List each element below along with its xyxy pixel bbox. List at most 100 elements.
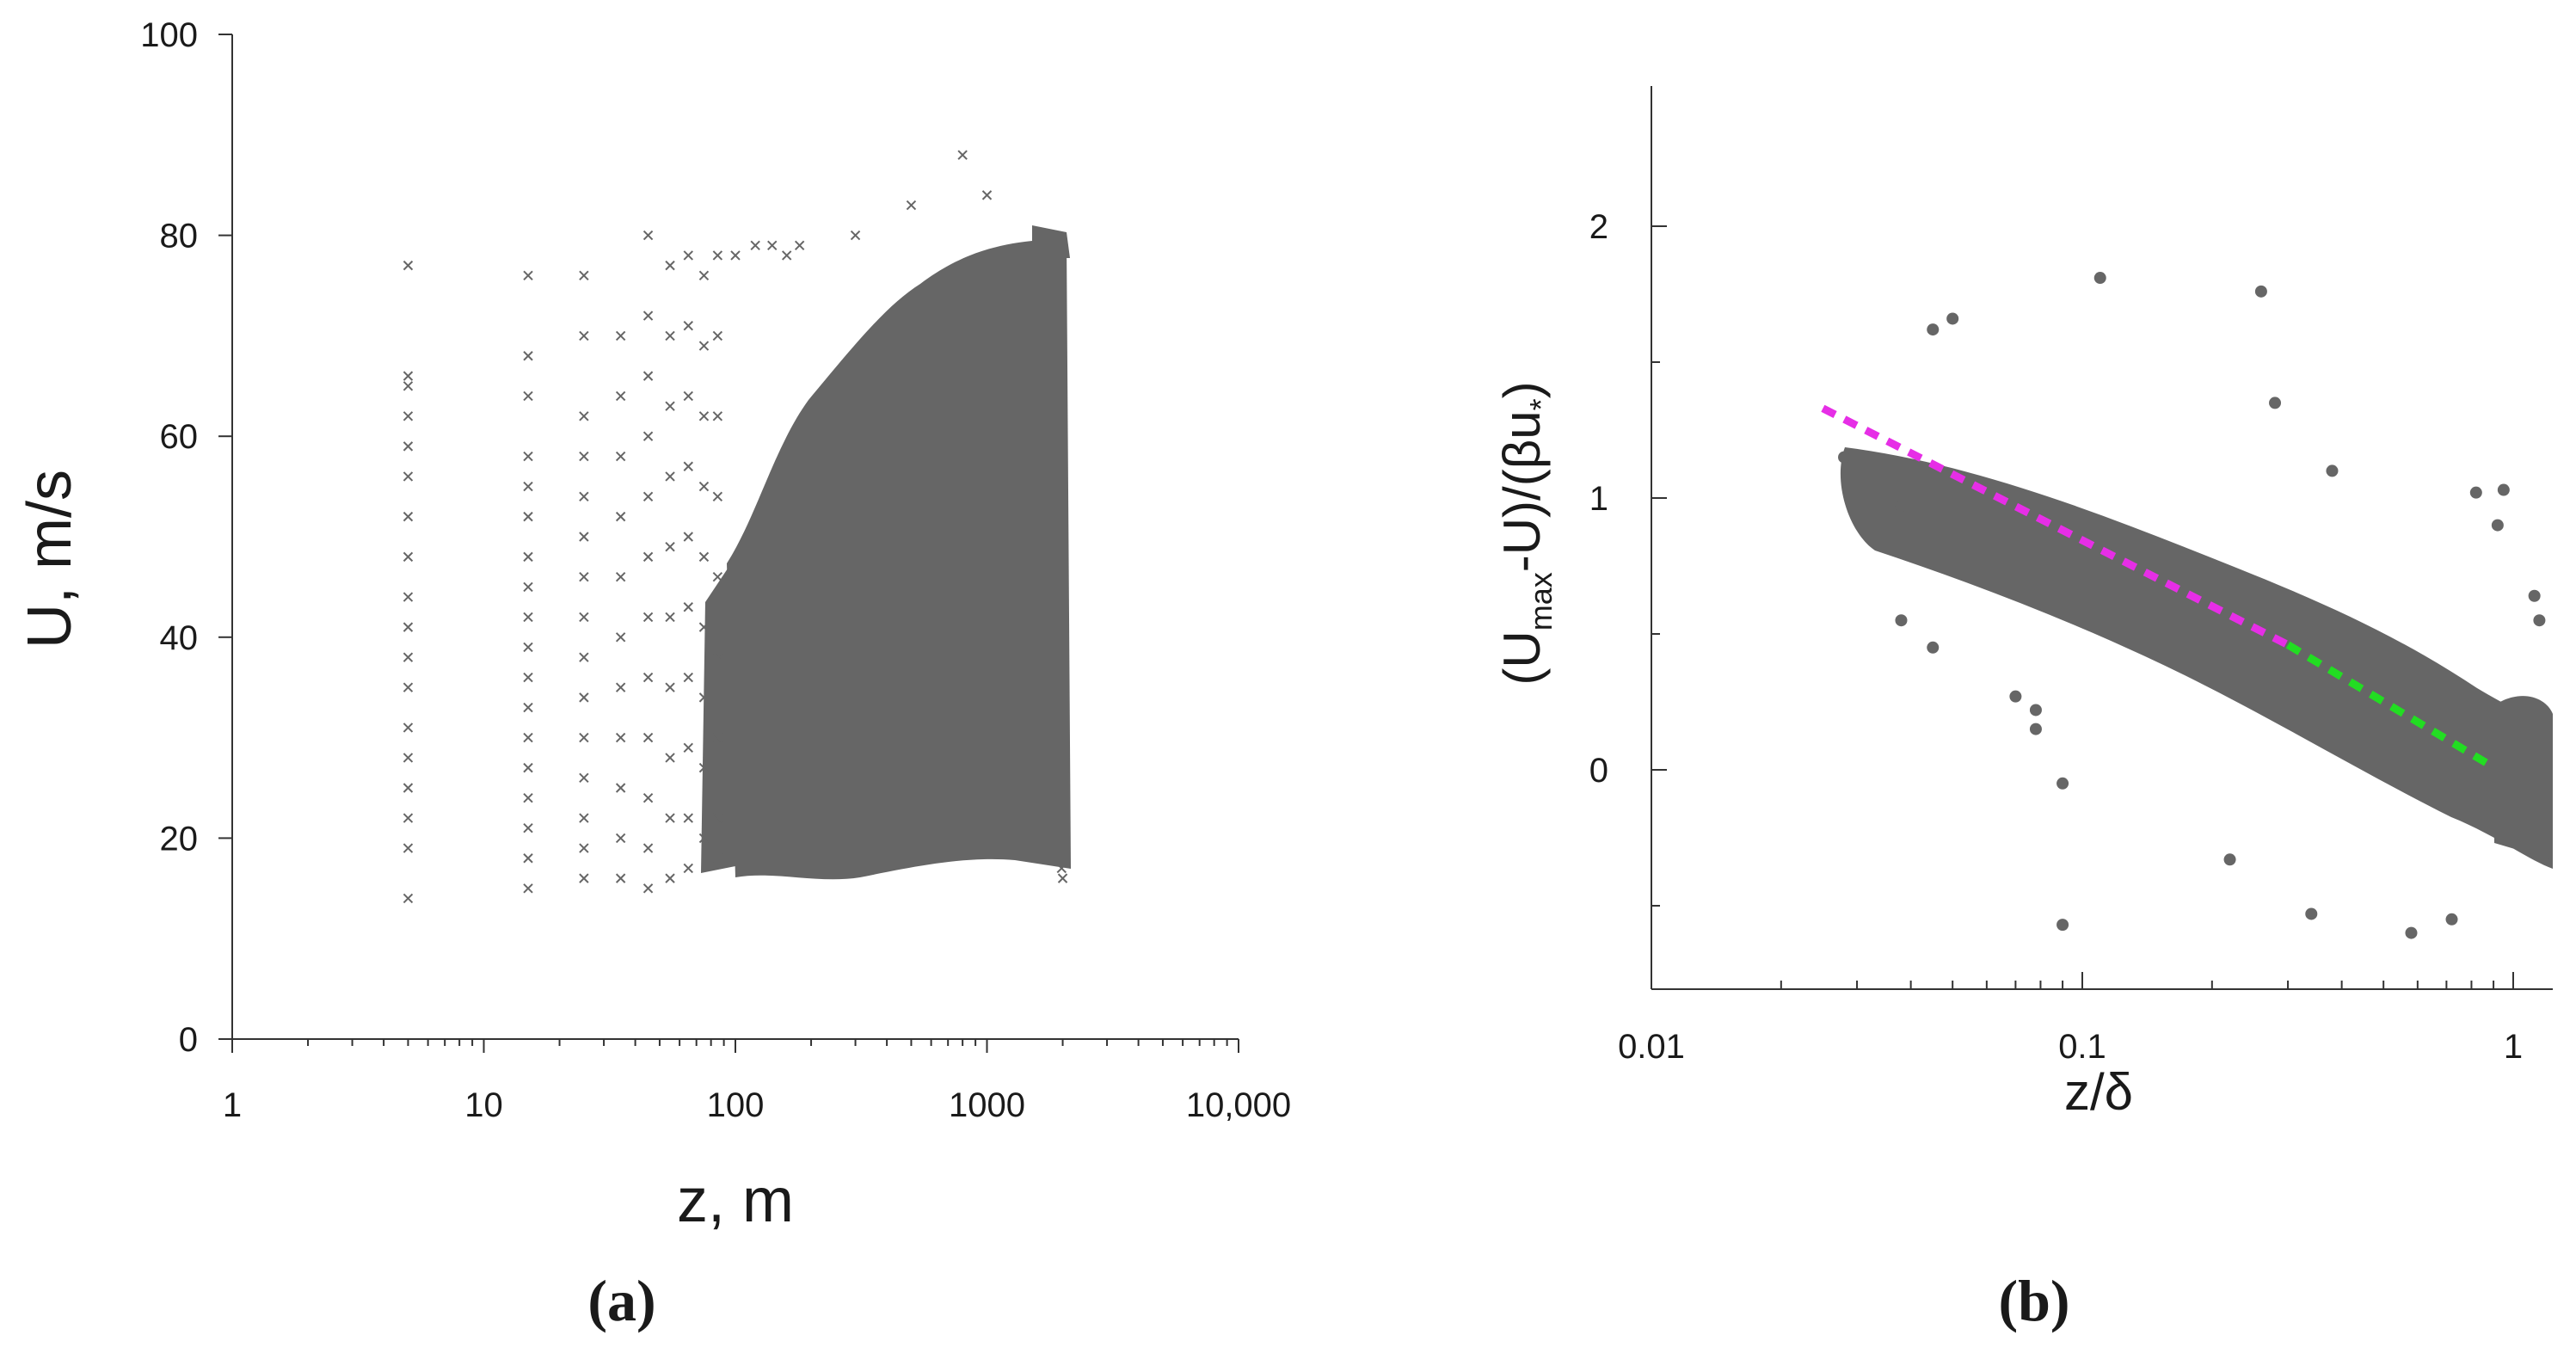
panel-b-point [2009, 690, 2022, 703]
panel-a-point [794, 240, 805, 250]
panel-a-point [712, 491, 723, 501]
panel-b-fit-line [1821, 404, 2290, 649]
panel-a-x-tick-label: 1 [223, 1086, 242, 1124]
panel-b-point [2491, 519, 2504, 532]
panel-a-point [615, 632, 626, 643]
panel-a-point [579, 451, 589, 462]
panel-a-point [615, 873, 626, 883]
panel-a-ylabel: U, m/s [15, 470, 84, 649]
panel-a-data-points [403, 150, 1068, 904]
panel-b-y-tick-label: 1 [1589, 480, 1608, 518]
panel-b-point [2029, 704, 2042, 717]
panel-a-point [523, 612, 533, 623]
panel-b-fit-lines [1821, 404, 2496, 771]
panel-b-point [1895, 614, 1908, 627]
panel-a-y-tick-label: 60 [160, 418, 199, 456]
panel-a-point [665, 612, 675, 623]
panel-b-x-tick-label: 1 [2504, 1028, 2523, 1066]
panel-a-point [403, 753, 414, 763]
panel-a-point [579, 572, 589, 582]
panel-a-point [698, 411, 710, 421]
panel-a-point [403, 723, 414, 733]
panel-a-y-tick-label: 40 [160, 619, 199, 657]
panel-a-point [642, 792, 654, 803]
panel-a-point [683, 672, 693, 683]
panel-a-point [665, 813, 675, 823]
panel-b-point [2029, 723, 2042, 735]
panel-a-point [750, 240, 760, 250]
panel-a-point [683, 321, 693, 331]
panel-a-point [615, 391, 626, 402]
panel-a-point [712, 652, 723, 662]
panel-b-data-points [1838, 272, 2546, 939]
panel-a-point [403, 371, 414, 381]
panel-a-point [683, 742, 693, 753]
panel-b-ylabel: (Umax-U)/(βu*) [1493, 381, 1559, 685]
panel-a-point [683, 602, 693, 612]
panel-a-point [1054, 853, 1066, 864]
panel-a-point [698, 481, 710, 492]
panel-a-point [642, 311, 654, 321]
panel-b-point [2093, 272, 2106, 285]
panel-a-point [403, 511, 414, 522]
panel-b-x-tick-label: 0.1 [2058, 1028, 2106, 1066]
panel-a-point [642, 843, 654, 853]
panel-a-point [403, 843, 414, 853]
panel-b-point [2305, 907, 2318, 920]
panel-a-point [665, 260, 675, 271]
panel-a-x-tick-label: 10,000 [1186, 1086, 1291, 1124]
panel-a-point [523, 270, 533, 281]
panel-a-point [981, 190, 993, 200]
panel-a-x-tick-label: 1000 [949, 1086, 1025, 1124]
panel-a-point [523, 792, 533, 803]
panel-a-y-tick-label: 80 [160, 218, 199, 255]
panel-b-point [2469, 486, 2482, 499]
panel-b-y-tick-label: 0 [1589, 752, 1608, 790]
panel-a-x-axis [231, 1038, 1239, 1053]
panel-a-point [615, 682, 626, 692]
panel-b-point [2533, 614, 2546, 627]
panel-a-point [642, 883, 654, 894]
panel-b-ylabel-sub1: max [1523, 572, 1559, 630]
panel-a-point [579, 843, 589, 853]
panel-a-point [850, 230, 861, 241]
panel-b-point [1927, 323, 1940, 336]
panel-a-point [683, 461, 693, 471]
panel-b-point [2445, 913, 2458, 926]
panel-a-point [579, 772, 589, 784]
panel-a-point [579, 612, 589, 623]
panel-a-point [698, 622, 710, 632]
panel-b-xlabel: z/δ [2064, 1063, 2133, 1121]
panel-a-point [403, 783, 414, 793]
panel-a-label: (a) [587, 1268, 655, 1333]
panel-b-label: (b) [1998, 1268, 2069, 1333]
panel-b-point [2405, 926, 2418, 939]
panel-a-point [1057, 873, 1068, 883]
panel-a-point [642, 371, 654, 381]
panel-a-point [403, 381, 414, 391]
panel-b-y-tick-label: 2 [1589, 208, 1608, 246]
panel-b-point [2056, 777, 2069, 790]
panel-a-point [579, 813, 589, 823]
panel-a-point [403, 260, 414, 271]
panel-a-point [712, 732, 723, 743]
panel-a-point [712, 572, 723, 582]
panel-b-ylabel-part3: ) [1493, 381, 1551, 398]
panel-a-point [615, 783, 626, 793]
panel-a-point [523, 702, 533, 713]
panel-a-point [579, 411, 589, 421]
panel-a-point [698, 762, 710, 773]
panel-b-point [1927, 641, 1940, 654]
panel-a-point [403, 471, 414, 482]
panel-a-point [523, 451, 533, 462]
panel-a-point [698, 551, 710, 563]
panel-b-point [2528, 589, 2541, 602]
panel-a-point [683, 813, 693, 823]
panel-a-point [403, 441, 414, 452]
panel-a-point [579, 491, 589, 501]
panel-a-point [523, 853, 533, 864]
panel-b-cloud [1840, 447, 2553, 869]
panel-a-point [665, 401, 675, 411]
panel-a-y-tick-label: 100 [140, 16, 198, 54]
